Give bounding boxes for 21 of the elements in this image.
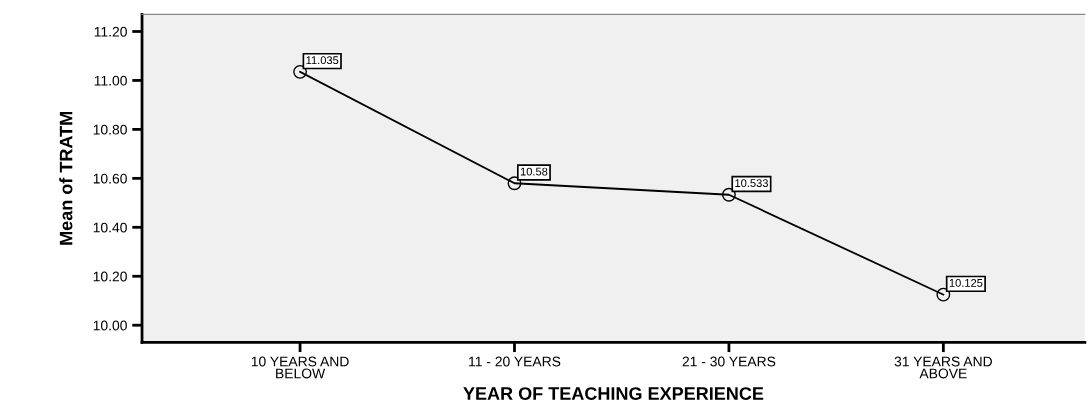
y-tick-label: 10.00 <box>93 320 127 331</box>
y-tick-label: 10.80 <box>93 124 127 135</box>
x-tick-label: 31 YEARS AND ABOVE <box>894 356 992 379</box>
point <box>721 187 736 202</box>
point <box>293 64 308 79</box>
y-axis-title: Mean of TRATM <box>59 112 73 245</box>
y-tick-label: 10.40 <box>93 222 127 233</box>
point <box>936 287 951 302</box>
data-label: 10.58 <box>520 167 548 176</box>
y-tick-label: 11.20 <box>94 26 127 37</box>
y-tick-label: 11.00 <box>94 75 127 86</box>
x-tick-label: 21 - 30 YEARS <box>682 356 776 367</box>
data-label: 10.533 <box>735 179 768 187</box>
point <box>507 176 522 191</box>
y-tick-label: 10.60 <box>93 173 127 184</box>
data-label: 11.035 <box>306 56 339 65</box>
y-tick-label: 10.20 <box>93 271 127 282</box>
x-tick-label: 11 - 20 YEARS <box>469 356 561 367</box>
x-axis-title: YEAR OF TEACHING EXPERIENCE <box>463 387 764 400</box>
data-label: 10.125 <box>949 279 983 287</box>
x-tick-label: 10 YEARS AND BELOW <box>251 356 349 379</box>
